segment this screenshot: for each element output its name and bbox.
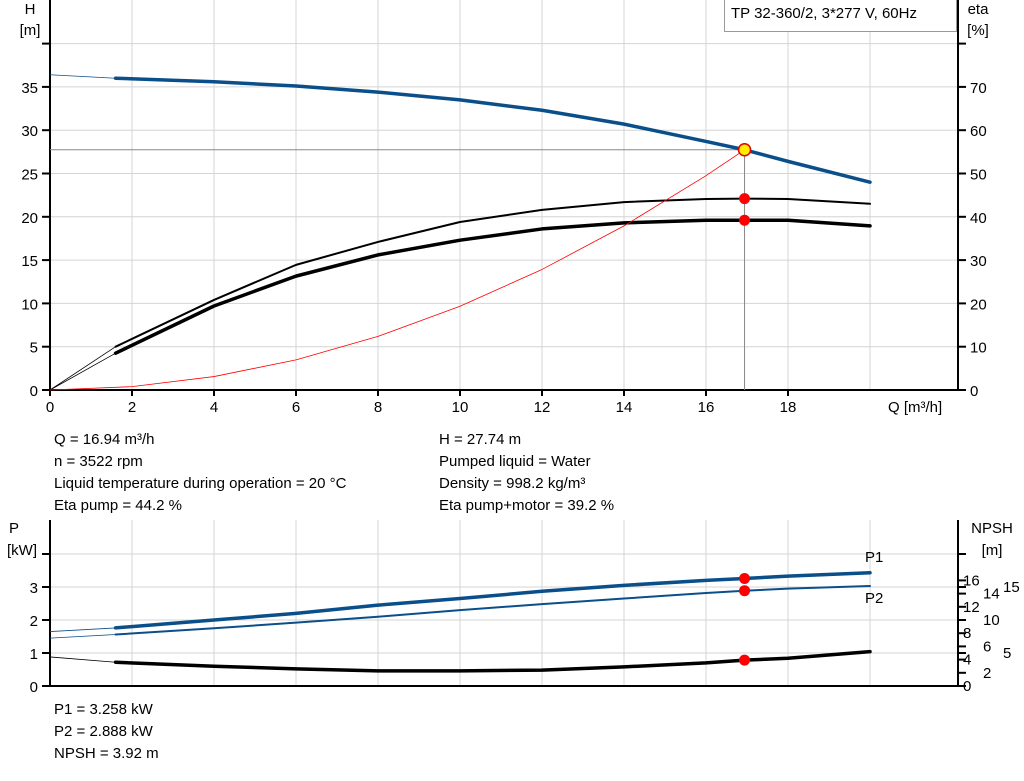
p1-curve xyxy=(113,571,872,630)
info-top-right: H = 27.74 m Pumped liquid = Water Densit… xyxy=(439,429,614,517)
npsh-tick-label: 4 xyxy=(963,652,971,669)
p1-extension xyxy=(49,627,116,632)
info-npsh: NPSH = 3.92 m xyxy=(54,745,159,762)
info-density: Density = 998.2 kg/m³ xyxy=(439,475,586,492)
y2-tick-label: 30 xyxy=(970,253,987,270)
x-tick-label: 0 xyxy=(46,399,54,416)
info-speed: n = 3522 rpm xyxy=(54,453,143,470)
y-axis-unit: [m] xyxy=(20,22,41,39)
y-tick-label: 30 xyxy=(21,123,38,140)
npsh-tick-label: 16 xyxy=(963,572,980,589)
npsh-tick-label: 8 xyxy=(963,625,971,642)
head-extension xyxy=(49,74,116,79)
y2-tick-label: 50 xyxy=(970,167,987,184)
y-tick-label: 35 xyxy=(21,80,38,97)
x-tick-label: 8 xyxy=(374,399,382,416)
p2-curve xyxy=(114,585,871,636)
p-tick-label: 2 xyxy=(30,613,38,630)
y2-tick-label: 70 xyxy=(970,80,987,97)
eta-pump-motor-extension xyxy=(49,352,116,391)
eta-pump-point xyxy=(739,193,751,205)
y2-tick-label: 60 xyxy=(970,123,987,140)
eta-pump-extension xyxy=(49,346,116,391)
npsh-tick-label: 5 xyxy=(1003,645,1011,662)
npsh-extension xyxy=(49,656,116,663)
npsh-tick-label: 12 xyxy=(963,599,980,616)
y-tick-label: 0 xyxy=(30,383,38,400)
system-curve-curve xyxy=(49,149,745,391)
npsh-tick-label: 6 xyxy=(983,638,991,655)
info-eta-pump: Eta pump = 44.2 % xyxy=(54,497,182,514)
npsh-tick-label: 2 xyxy=(983,665,991,682)
npsh-axis-unit: [m] xyxy=(982,542,1003,559)
npsh-tick-label: 0 xyxy=(963,678,971,695)
eta-pump-motor-curve xyxy=(113,218,872,355)
x-tick-label: 4 xyxy=(210,399,218,416)
eta-pump-motor-point xyxy=(739,214,751,226)
x-tick-label: 6 xyxy=(292,399,300,416)
p-tick-label: 0 xyxy=(30,679,38,696)
p-axis-unit: [kW] xyxy=(7,542,37,559)
y-axis-label: H xyxy=(25,1,36,18)
y2-tick-label: 0 xyxy=(970,383,978,400)
operating-point-marker xyxy=(737,143,752,157)
info-eta-pump-motor: Eta pump+motor = 39.2 % xyxy=(439,497,615,514)
npsh-curve xyxy=(113,649,872,673)
p-tick-label: 3 xyxy=(30,580,38,597)
info-head: H = 27.74 m xyxy=(439,431,522,448)
y-tick-label: 25 xyxy=(21,167,38,184)
y-tick-label: 20 xyxy=(21,210,38,227)
p-tick-label: 1 xyxy=(30,646,38,663)
x-tick-label: 10 xyxy=(452,399,469,416)
x-tick-label: 12 xyxy=(534,399,551,416)
x-tick-label: 18 xyxy=(780,399,797,416)
y-tick-label: 10 xyxy=(21,296,38,313)
head-curve xyxy=(113,76,872,184)
npsh-tick-label: 14 xyxy=(983,586,1000,603)
y2-axis-label: eta xyxy=(968,1,990,18)
npsh-point xyxy=(739,654,751,666)
info-temperature: Liquid temperature during operation = 20… xyxy=(54,475,347,492)
info-bottom: P1 = 3.258 kW P2 = 2.888 kW NPSH = 3.92 … xyxy=(54,699,159,765)
eta-pump-curve xyxy=(114,197,871,348)
npsh-axis-label: NPSH xyxy=(971,520,1013,537)
x-tick-label: 16 xyxy=(698,399,715,416)
p2-point xyxy=(739,585,751,597)
y2-axis-unit: [%] xyxy=(967,22,989,39)
info-flow: Q = 16.94 m³/h xyxy=(54,431,155,448)
info-p1: P1 = 3.258 kW xyxy=(54,701,153,718)
p1-point xyxy=(739,572,751,584)
p2-label: P2 xyxy=(865,590,883,607)
x-axis-label: Q [m³/h] xyxy=(888,399,942,416)
info-p2: P2 = 2.888 kW xyxy=(54,723,153,740)
p1-label: P1 xyxy=(865,549,883,566)
p2-extension xyxy=(49,634,116,639)
npsh-tick-label: 10 xyxy=(983,612,1000,629)
y-tick-label: 5 xyxy=(30,340,38,357)
x-tick-label: 2 xyxy=(128,399,136,416)
y2-tick-label: 40 xyxy=(970,210,987,227)
info-top-left: Q = 16.94 m³/h n = 3522 rpm Liquid tempe… xyxy=(54,429,346,517)
y-tick-label: 15 xyxy=(21,253,38,270)
y2-tick-label: 10 xyxy=(970,340,987,357)
p-axis-label: P xyxy=(9,520,19,537)
x-tick-label: 14 xyxy=(616,399,633,416)
info-liquid: Pumped liquid = Water xyxy=(439,453,591,470)
chart-title: TP 32-360/2, 3*277 V, 60Hz xyxy=(724,0,957,32)
y2-tick-label: 20 xyxy=(970,296,987,313)
npsh-tick-label: 15 xyxy=(1003,579,1020,596)
